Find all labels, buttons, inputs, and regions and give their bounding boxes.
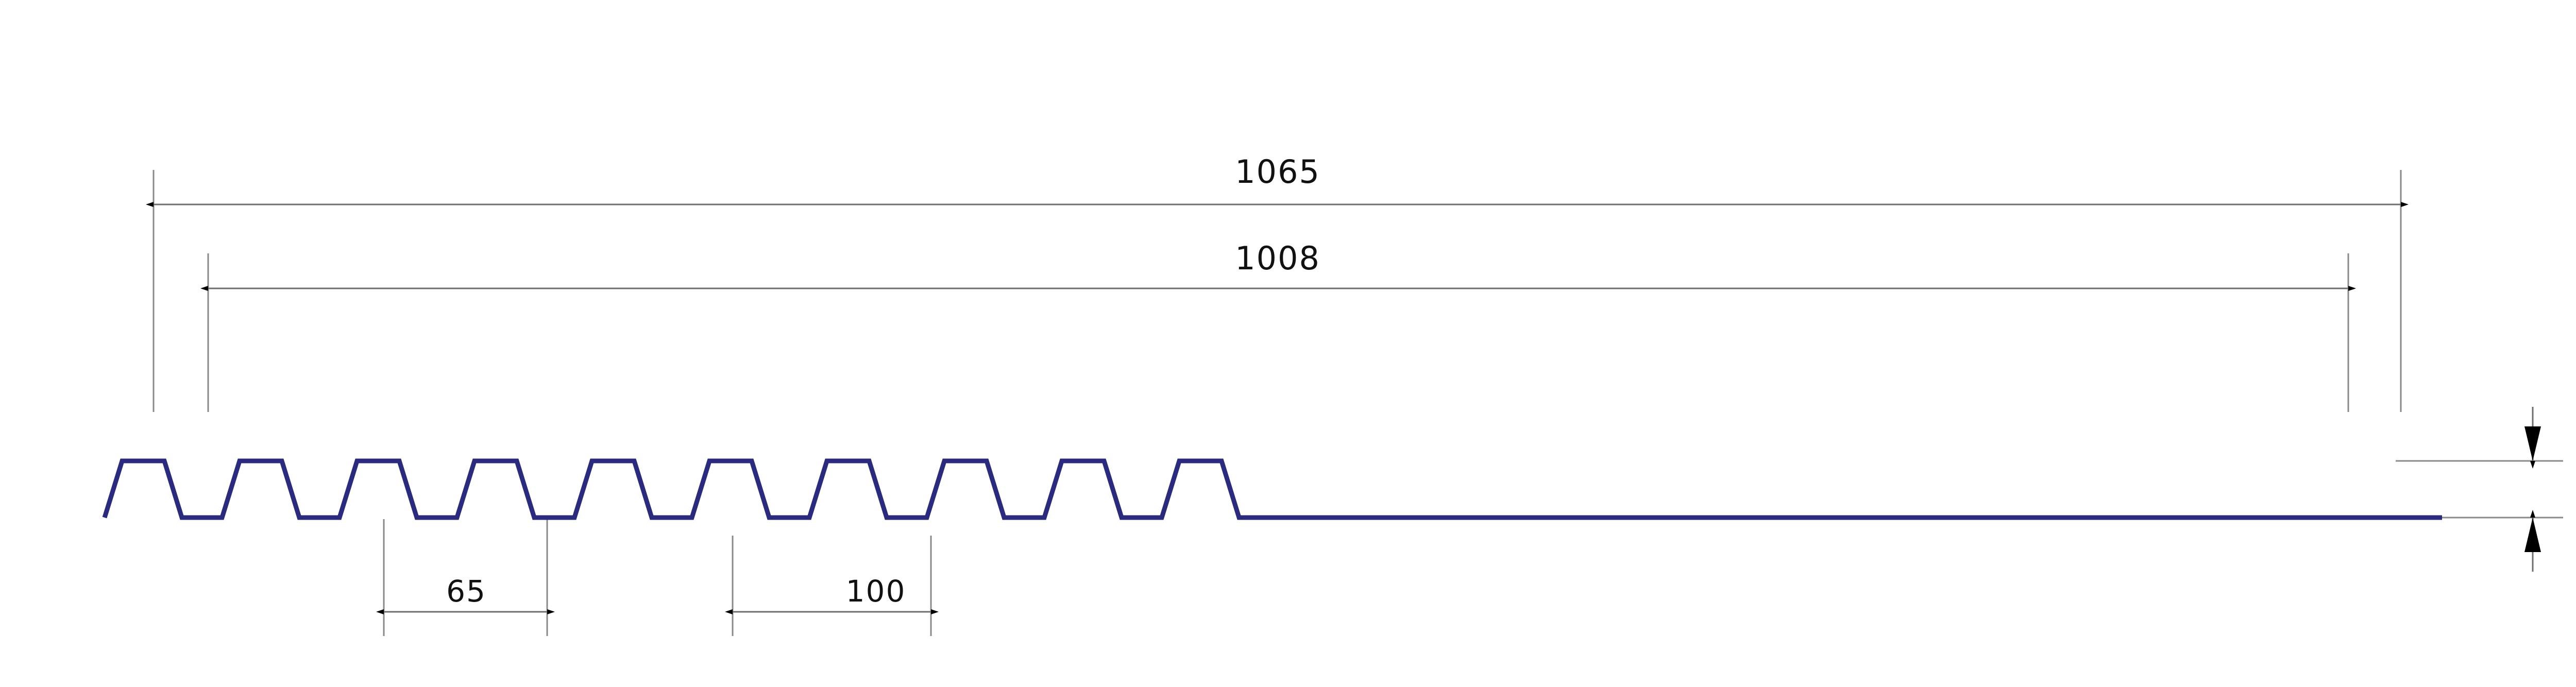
dimension-label-1008: 1008 (1235, 239, 1320, 277)
arrowhead-height-down-icon (2524, 426, 2541, 461)
dimension-label-1065: 1065 (1235, 153, 1320, 191)
corrugated-profile-path (102, 458, 2442, 520)
extension-lines (152, 170, 2563, 636)
dimension-label-65: 65 (446, 574, 486, 609)
dimension-label-100: 100 (846, 574, 906, 609)
dimension-lines (146, 202, 2535, 614)
arrowhead-height-up-icon (2524, 518, 2541, 552)
vertical-dimension-arrowheads (2524, 426, 2541, 552)
